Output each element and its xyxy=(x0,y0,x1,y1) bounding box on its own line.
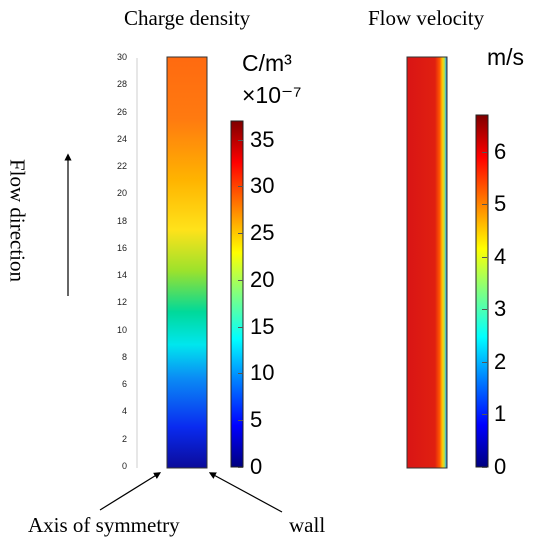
charge-density-title: Charge density xyxy=(124,6,251,30)
colorbar-tick-label: 5 xyxy=(250,407,263,433)
colorbar-tick-mark xyxy=(482,309,487,311)
colorbar-tick-label: 25 xyxy=(250,220,275,246)
y-tick-label: 12 xyxy=(116,297,127,308)
colorbar-tick-mark xyxy=(482,467,487,468)
colorbar-tick-label: 0 xyxy=(250,454,263,479)
axis-symmetry-pointer xyxy=(99,472,162,511)
colorbar-tick-label: 3 xyxy=(494,296,507,322)
y-tick-label: 22 xyxy=(116,161,127,172)
y-tick-label: 14 xyxy=(116,270,127,281)
y-tick-label: 26 xyxy=(116,106,127,117)
wall-label: wall xyxy=(289,513,326,537)
colorbar-tick-mark xyxy=(238,467,243,468)
colorbar-tick-label: 15 xyxy=(250,313,275,339)
charge-colorbar xyxy=(230,120,244,468)
colorbar-tick-label: 10 xyxy=(250,360,275,386)
colorbar-tick-label: 1 xyxy=(494,401,507,427)
y-tick-label: 6 xyxy=(121,379,127,390)
axis-of-symmetry-label: Axis of symmetry xyxy=(28,513,180,537)
colorbar-tick-mark xyxy=(238,326,243,328)
y-tick-label: 20 xyxy=(116,188,127,199)
charge-density-column xyxy=(166,56,208,469)
y-tick-label: 4 xyxy=(121,406,127,417)
colorbar-tick-mark xyxy=(238,373,243,375)
y-tick-label: 18 xyxy=(116,215,127,226)
colorbar-tick-mark xyxy=(482,361,487,363)
colorbar-tick-mark xyxy=(482,256,487,258)
colorbar-tick-mark xyxy=(482,414,487,416)
colorbar-tick-label: 2 xyxy=(494,348,507,374)
y-tick-label: 30 xyxy=(116,52,127,62)
colorbar-tick-label: 35 xyxy=(250,126,275,152)
flow-velocity-column xyxy=(406,56,448,469)
flow-velocity-title: Flow velocity xyxy=(368,6,485,30)
y-tick-label: 10 xyxy=(116,324,127,335)
colorbar-tick-mark xyxy=(238,233,243,235)
colorbar-tick-label: 4 xyxy=(494,243,507,269)
y-tick-label: 2 xyxy=(121,433,127,444)
colorbar-tick-mark xyxy=(238,186,243,188)
colorbar-tick-mark xyxy=(238,279,243,281)
charge-unit-multiplier: ×10⁻⁷ xyxy=(242,82,302,108)
colorbar-tick-mark xyxy=(238,139,243,141)
colorbar-tick-label: 30 xyxy=(250,173,275,199)
colorbar-tick-mark xyxy=(482,151,487,153)
colorbar-tick-mark xyxy=(238,420,243,422)
colorbar-tick-label: 20 xyxy=(250,266,275,292)
colorbar-tick-label: 6 xyxy=(494,138,507,164)
velocity-unit-label: m/s xyxy=(487,44,525,70)
colorbar-tick-mark xyxy=(482,204,487,206)
y-tick-label: 0 xyxy=(121,461,127,471)
y-tick-label: 24 xyxy=(116,133,127,144)
y-tick-label: 28 xyxy=(116,79,127,90)
colorbar-tick-label: 0 xyxy=(494,454,507,479)
colorbar-tick-label: 5 xyxy=(494,191,507,217)
charge-unit-label: C/m³ xyxy=(242,50,292,76)
y-tick-label: 8 xyxy=(121,351,127,362)
y-tick-label: 16 xyxy=(116,242,127,253)
wall-pointer xyxy=(208,472,283,513)
